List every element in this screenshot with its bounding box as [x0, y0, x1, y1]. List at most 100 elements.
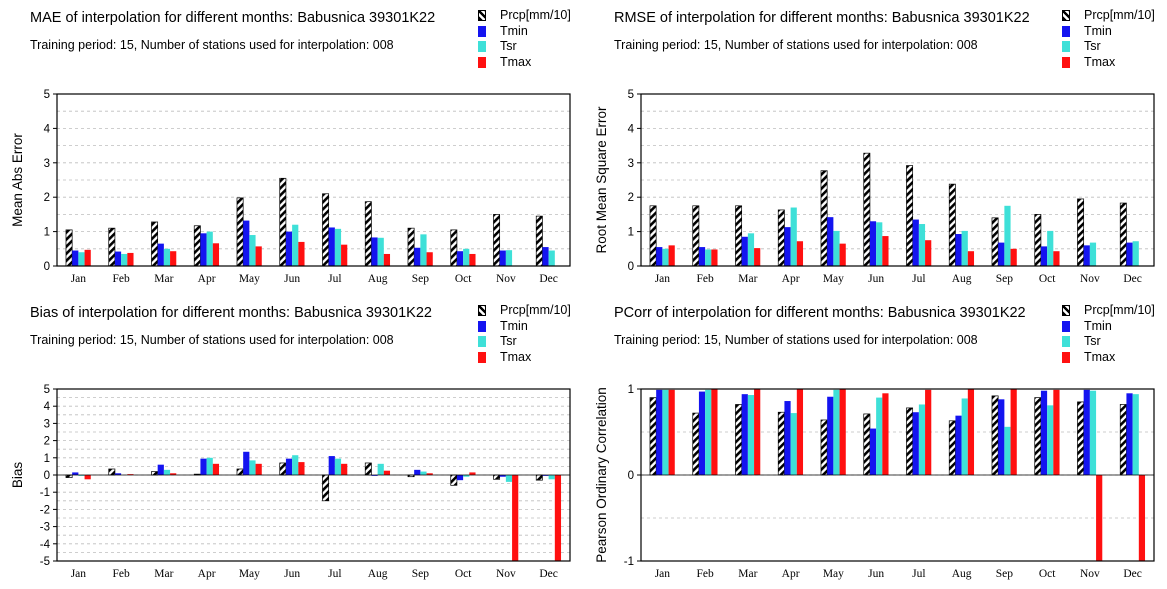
- bar-tsr-dec: [1132, 241, 1139, 266]
- legend-item-tmax: Tmax: [478, 55, 571, 71]
- x-tick-label: May: [823, 568, 844, 580]
- bar-tmax-jun: [298, 241, 305, 266]
- x-tick-label: Jan: [655, 273, 671, 285]
- bar-tmax-may: [839, 243, 846, 266]
- x-tick-label: Sep: [412, 273, 430, 285]
- bar-tmin-mar: [157, 464, 164, 475]
- bar-tmin-aug: [371, 237, 378, 266]
- y-tick-label: 2: [44, 192, 50, 204]
- legend-label: Tsr: [500, 334, 517, 348]
- bar-prcp-nov: [493, 214, 501, 267]
- x-tick-label: Sep: [996, 273, 1014, 285]
- legend-item-tmin: Tmin: [478, 319, 571, 335]
- legend-item-tmin: Tmin: [1062, 319, 1155, 335]
- bar-tmin-oct: [456, 475, 464, 481]
- legend-label: Tmax: [1084, 54, 1116, 69]
- bar-prcp-oct: [450, 474, 458, 486]
- x-tick-label: Jul: [912, 273, 925, 285]
- x-tick-label: Feb: [113, 273, 131, 285]
- blue-swatch-icon: [1062, 25, 1070, 37]
- bar-tmax-jan: [668, 389, 675, 475]
- legend-item-prcp: Prcp[mm/10]: [478, 8, 571, 24]
- bars: [649, 389, 1146, 561]
- bar-tsr-jan: [662, 248, 669, 266]
- x-tick-label: Aug: [952, 273, 972, 285]
- bar-prcp-jun: [279, 177, 287, 267]
- blue-swatch-icon: [478, 25, 486, 37]
- legend-label: Tmin: [500, 23, 528, 38]
- legend-label: Prcp[mm/10]: [1084, 303, 1155, 317]
- bar-tsr-nov: [505, 475, 513, 482]
- x-tick-label: Aug: [368, 568, 388, 580]
- bar-tmin-jan: [656, 247, 663, 266]
- cyan-swatch-icon: [478, 336, 486, 348]
- hatched-swatch-icon: [1062, 10, 1070, 22]
- bar-tsr-may: [833, 389, 840, 475]
- bar-tsr-may: [249, 460, 256, 475]
- grid-lines: [641, 110, 1154, 250]
- plot-frame: [640, 388, 1155, 562]
- bar-tmin-jul: [328, 456, 335, 475]
- bar-prcp-feb: [108, 468, 116, 476]
- x-tick-label: Apr: [198, 273, 216, 285]
- legend-label: Tsr: [1084, 334, 1101, 348]
- x-tick-label: Apr: [782, 273, 800, 285]
- bar-tmin-feb: [698, 391, 706, 475]
- x-tick-label: Oct: [455, 568, 472, 580]
- bar-prcp-aug: [948, 183, 956, 267]
- legend-label: Tmax: [500, 349, 532, 364]
- legend-label: Prcp[mm/10]: [500, 303, 571, 317]
- bar-tsr-jun: [876, 397, 883, 475]
- bar-tsr-mar: [163, 248, 171, 266]
- bar-tmin-may: [243, 451, 250, 475]
- bar-tsr-jul: [334, 228, 342, 266]
- bar-tsr-jan: [662, 389, 669, 475]
- bar-tsr-jun: [292, 224, 299, 266]
- hatched-swatch-icon: [478, 305, 486, 317]
- bar-prcp-dec: [535, 474, 543, 481]
- bar-tsr-mar: [747, 233, 755, 266]
- red-swatch-icon: [1062, 351, 1070, 363]
- y-axis-label: Pearson Ordinary Correlation: [594, 387, 609, 563]
- bar-tmax-mar: [170, 473, 177, 475]
- legend-item-tsr: Tsr: [478, 334, 571, 350]
- bar-prcp-nov: [1077, 401, 1085, 476]
- bar-tmin-apr: [784, 401, 791, 475]
- bar-tmax-oct: [469, 253, 476, 266]
- bar-tmax-jul: [925, 389, 932, 475]
- bar-tmin-jun: [869, 221, 877, 266]
- x-tick-label: Feb: [697, 273, 715, 285]
- y-tick-label: -4: [40, 539, 51, 551]
- bar-tmax-sep: [1010, 389, 1017, 475]
- y-tick-label: 1: [44, 453, 50, 465]
- x-tick-label: Dec: [539, 273, 558, 285]
- bar-tmax-aug: [967, 389, 975, 475]
- bar-tmax-jul: [925, 240, 932, 266]
- x-tick-label: Jun: [284, 273, 300, 285]
- bar-prcp-apr: [777, 209, 785, 267]
- bar-tmin-nov: [1083, 389, 1090, 475]
- grid-lines: [57, 397, 570, 553]
- x-tick-label: Jan: [655, 568, 671, 580]
- y-tick-label: 0: [628, 470, 634, 482]
- bar-tsr-dec: [548, 475, 555, 480]
- bar-prcp-sep: [407, 227, 415, 267]
- x-tick-label: May: [239, 568, 260, 580]
- bar-prcp-feb: [692, 205, 700, 267]
- bar-prcp-dec: [535, 215, 543, 267]
- x-tick-label: Nov: [496, 273, 516, 285]
- x-tick-label: Jun: [868, 273, 884, 285]
- y-axis-label: Mean Abs Error: [10, 133, 25, 227]
- legend-item-tmax: Tmax: [1062, 350, 1155, 366]
- bar-tsr-dec: [1132, 394, 1139, 475]
- bar-prcp-nov: [493, 474, 501, 480]
- plot-frame: [56, 388, 571, 562]
- chart-panel-bias: -5 -4 -3 -2 -1 0 1 2 3 4 5 Bias Jan Feb Mar Apr May Jun Ju…: [0, 295, 583, 589]
- chart-svg: 0 1 2 3 4 5 Mean Abs Error Jan Feb Mar Apr May Jun Ju…: [10, 89, 571, 285]
- chart-legend: Prcp[mm/10] Tmin Tsr Tmax: [1062, 303, 1155, 365]
- chart-subtitle: Training period: 15, Number of stations …: [614, 333, 978, 347]
- bar-tsr-aug: [961, 398, 968, 475]
- bar-tsr-apr: [790, 413, 797, 475]
- bar-tsr-oct: [463, 475, 470, 477]
- bar-prcp-apr: [193, 225, 201, 267]
